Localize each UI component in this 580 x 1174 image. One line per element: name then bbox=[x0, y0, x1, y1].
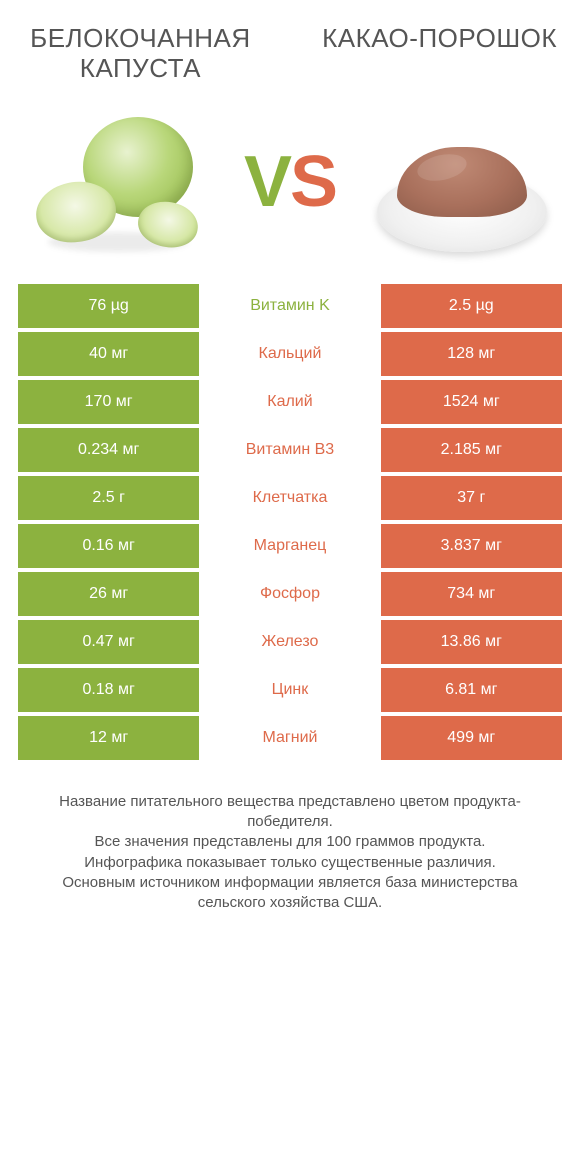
right-value: 2.5 µg bbox=[381, 284, 562, 328]
header-titles: БЕЛОКОЧАННАЯ КАПУСТА КАКАО-ПОРОШОК bbox=[18, 24, 562, 84]
footer-line-2: Все значения представлены для 100 граммо… bbox=[32, 832, 548, 852]
left-value: 170 мг bbox=[18, 380, 199, 424]
nutrient-label: Витамин K bbox=[199, 284, 380, 328]
footer-line-3: Инфографика показывает только существенн… bbox=[32, 853, 548, 873]
table-row: 0.47 мгЖелезо13.86 мг bbox=[18, 620, 562, 664]
nutrient-label: Железо bbox=[199, 620, 380, 664]
right-value: 2.185 мг bbox=[381, 428, 562, 472]
right-value: 6.81 мг bbox=[381, 668, 562, 712]
left-value: 12 мг bbox=[18, 716, 199, 760]
vs-label: VS bbox=[244, 146, 336, 218]
table-row: 2.5 гКлетчатка37 г bbox=[18, 476, 562, 520]
footer-notes: Название питательного вещества представл… bbox=[18, 792, 562, 914]
nutrient-label: Магний bbox=[199, 716, 380, 760]
nutrient-label: Фосфор bbox=[199, 572, 380, 616]
table-row: 26 мгФосфор734 мг bbox=[18, 572, 562, 616]
table-row: 76 µgВитамин K2.5 µg bbox=[18, 284, 562, 328]
right-value: 734 мг bbox=[381, 572, 562, 616]
nutrient-label: Цинк bbox=[199, 668, 380, 712]
table-row: 0.16 мгМарганец3.837 мг bbox=[18, 524, 562, 568]
nutrient-label: Клетчатка bbox=[199, 476, 380, 520]
right-value: 1524 мг bbox=[381, 380, 562, 424]
right-value: 13.86 мг bbox=[381, 620, 562, 664]
table-row: 170 мгКалий1524 мг bbox=[18, 380, 562, 424]
table-row: 12 мгМагний499 мг bbox=[18, 716, 562, 760]
cocoa-image bbox=[372, 102, 552, 262]
right-value: 128 мг bbox=[381, 332, 562, 376]
left-value: 0.47 мг bbox=[18, 620, 199, 664]
footer-line-1: Название питательного вещества представл… bbox=[32, 792, 548, 833]
nutrient-label: Калий bbox=[199, 380, 380, 424]
left-value: 40 мг bbox=[18, 332, 199, 376]
left-value: 2.5 г bbox=[18, 476, 199, 520]
right-value: 499 мг bbox=[381, 716, 562, 760]
table-row: 0.234 мгВитамин B32.185 мг bbox=[18, 428, 562, 472]
left-value: 0.16 мг bbox=[18, 524, 199, 568]
product-images-row: VS bbox=[18, 102, 562, 262]
comparison-table: 76 µgВитамин K2.5 µg40 мгКальций128 мг17… bbox=[18, 284, 562, 760]
right-product-title: КАКАО-ПОРОШОК bbox=[317, 24, 562, 54]
nutrient-label: Марганец bbox=[199, 524, 380, 568]
right-value: 37 г bbox=[381, 476, 562, 520]
vs-s: S bbox=[290, 142, 336, 222]
vs-v: V bbox=[244, 142, 290, 222]
footer-line-4: Основным источником информации является … bbox=[32, 873, 548, 914]
left-value: 0.234 мг bbox=[18, 428, 199, 472]
left-value: 26 мг bbox=[18, 572, 199, 616]
table-row: 0.18 мгЦинк6.81 мг bbox=[18, 668, 562, 712]
left-value: 0.18 мг bbox=[18, 668, 199, 712]
left-value: 76 µg bbox=[18, 284, 199, 328]
left-product-title: БЕЛОКОЧАННАЯ КАПУСТА bbox=[18, 24, 263, 84]
right-value: 3.837 мг bbox=[381, 524, 562, 568]
table-row: 40 мгКальций128 мг bbox=[18, 332, 562, 376]
nutrient-label: Витамин B3 bbox=[199, 428, 380, 472]
nutrient-label: Кальций bbox=[199, 332, 380, 376]
cabbage-image bbox=[28, 102, 208, 262]
